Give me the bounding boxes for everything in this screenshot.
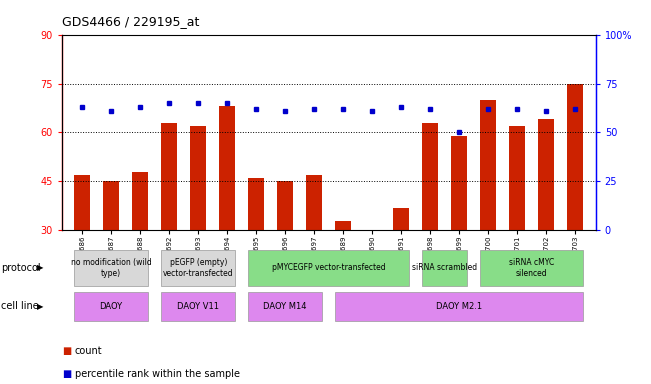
- Text: DAOY: DAOY: [100, 302, 123, 311]
- Text: siRNA cMYC
silenced: siRNA cMYC silenced: [509, 258, 555, 278]
- Bar: [306, 175, 322, 230]
- Bar: [480, 100, 496, 230]
- Bar: [248, 178, 264, 230]
- Text: count: count: [75, 346, 102, 356]
- Bar: [393, 207, 409, 230]
- Text: ■: ■: [62, 369, 71, 379]
- Bar: [451, 136, 467, 230]
- Bar: [277, 182, 293, 230]
- Text: percentile rank within the sample: percentile rank within the sample: [75, 369, 240, 379]
- Text: DAOY M2.1: DAOY M2.1: [436, 302, 482, 311]
- Text: protocol: protocol: [1, 263, 40, 273]
- Bar: [219, 106, 235, 230]
- Text: siRNA scrambled: siRNA scrambled: [412, 263, 477, 272]
- Bar: [74, 175, 90, 230]
- Bar: [190, 126, 206, 230]
- Text: pMYCEGFP vector-transfected: pMYCEGFP vector-transfected: [272, 263, 385, 272]
- Text: ▶: ▶: [37, 263, 44, 272]
- Text: DAOY V11: DAOY V11: [177, 302, 219, 311]
- Bar: [538, 119, 554, 230]
- Text: ▶: ▶: [37, 302, 44, 311]
- Text: ■: ■: [62, 346, 71, 356]
- Bar: [104, 182, 119, 230]
- Text: DAOY M14: DAOY M14: [264, 302, 307, 311]
- Text: pEGFP (empty)
vector-transfected: pEGFP (empty) vector-transfected: [163, 258, 234, 278]
- Text: no modification (wild
type): no modification (wild type): [71, 258, 152, 278]
- Bar: [132, 172, 148, 230]
- Bar: [422, 123, 438, 230]
- Text: GDS4466 / 229195_at: GDS4466 / 229195_at: [62, 15, 199, 28]
- Text: cell line: cell line: [1, 301, 38, 311]
- Bar: [335, 220, 352, 230]
- Bar: [509, 126, 525, 230]
- Bar: [568, 84, 583, 230]
- Bar: [161, 123, 177, 230]
